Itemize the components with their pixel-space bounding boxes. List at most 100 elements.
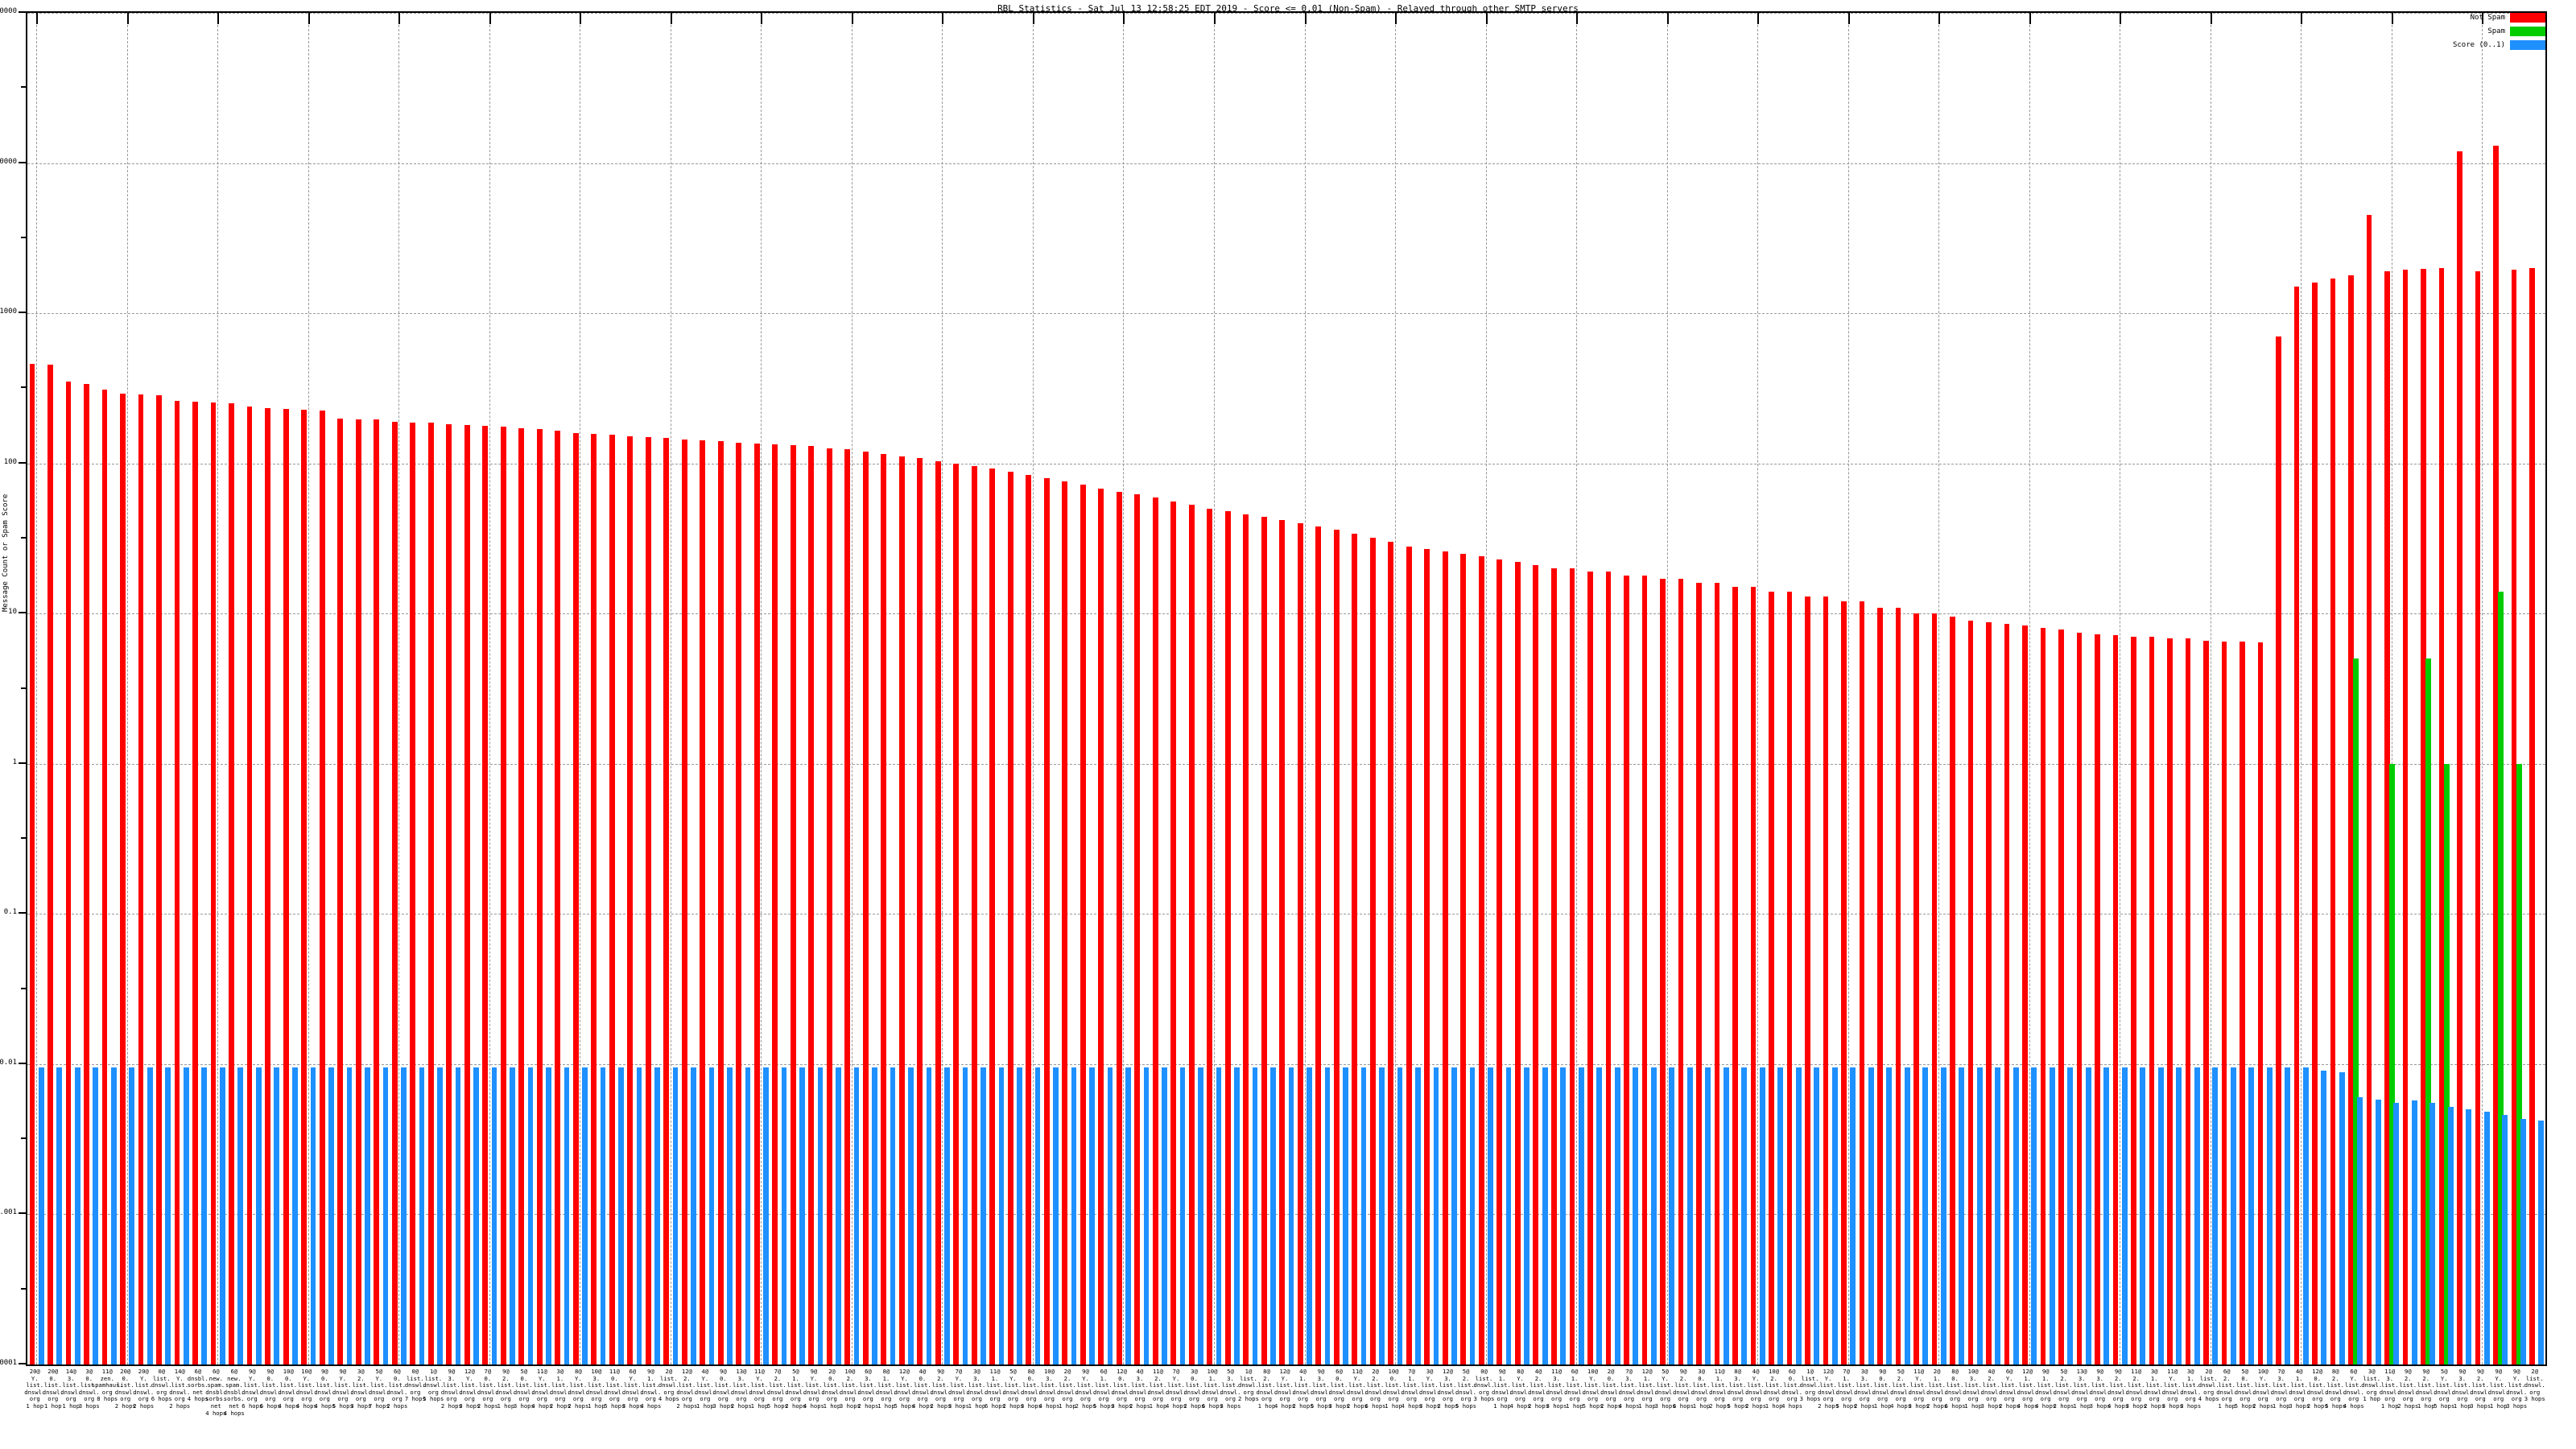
bar-score: [1560, 1067, 1566, 1364]
x-axis-tick-label: 4@ Y. list. dnswl. org 1 hop: [694, 1368, 716, 1410]
x-axis-tick-label: 7@ 1. list. dnswl. org 4 hops: [1401, 1368, 1422, 1410]
legend-label: Score (0..1): [2452, 41, 2505, 49]
bar-score: [2502, 1114, 2508, 1364]
x-axis-tick-label: 4@ 0. list. dnswl. org 4 hops: [911, 1368, 933, 1410]
bar-score: [1469, 1067, 1476, 1364]
y-axis-minor-tick: [21, 236, 26, 238]
bar-not-spam: [1660, 579, 1666, 1364]
gridline-vertical: [2482, 13, 2483, 1364]
x-axis-tick-label: 5@ 2. list. dnswl. org 2 hops: [2053, 1368, 2074, 1410]
x-axis-tick-label: 9@ 2. list. dnswl. org 2 hops: [930, 1368, 952, 1410]
bar-score: [817, 1067, 824, 1364]
bar-not-spam: [138, 394, 144, 1364]
x-axis-tick-label: 6@ dnsbl. sorbs. net 4 hops: [187, 1368, 208, 1403]
bar-score: [2194, 1067, 2200, 1364]
bar-not-spam: [645, 436, 651, 1364]
bar-score: [129, 1067, 135, 1364]
y-axis-title: Message Count or Spam Score: [2, 493, 10, 612]
bar-score: [2357, 1097, 2363, 1364]
bar-score: [473, 1067, 479, 1364]
x-axis-tick-label: 10@ 3. list. dnswl. org 4 hops: [1038, 1368, 1060, 1410]
bar-score: [1831, 1067, 1838, 1364]
bar-score: [1850, 1067, 1856, 1364]
bar-not-spam: [2112, 634, 2119, 1364]
bar-score: [2302, 1067, 2309, 1364]
bar-not-spam: [319, 410, 325, 1364]
bar-not-spam: [1786, 591, 1793, 1364]
bar-score: [2067, 1067, 2074, 1364]
x-axis-tick-label: 6@ Y. list. dnswl. org 4 hops: [2343, 1368, 2364, 1410]
x-axis-tick-label: 14@ 3. list. dnswl. org 1 hop: [60, 1368, 82, 1410]
bar-score: [564, 1067, 570, 1364]
bar-not-spam: [591, 433, 597, 1364]
bar-score: [1686, 1067, 1693, 1364]
x-axis-tick-label: 7@ 3. list. dnswl. org 4 hops: [1618, 1368, 1640, 1410]
bar-score: [56, 1067, 63, 1364]
bar-not-spam: [1062, 481, 1068, 1364]
bar-score: [382, 1067, 389, 1364]
x-axis-tick-label: 9@ 2. list. dnswl. org 3 hops: [2470, 1368, 2491, 1410]
bar-not-spam: [1369, 537, 1376, 1364]
bar-not-spam: [120, 394, 126, 1364]
bar-score: [1288, 1067, 1294, 1364]
bar-score: [2321, 1071, 2327, 1364]
legend-swatch: [2510, 40, 2545, 50]
x-axis-tick-label: 4@ 2. list. dnswl. org 2 hops: [1528, 1368, 1550, 1410]
x-axis-tick-label: 8@ 0. list. dnswl. org 3 hops: [1020, 1368, 1042, 1410]
x-axis-tick-label: 6@ 1. list. dnswl. org 1 hop: [1564, 1368, 1586, 1410]
bar-not-spam: [572, 432, 579, 1364]
y-axis-minor-tick: [21, 1287, 26, 1290]
x-axis-tick-label: 3@ 0. list. dnswl. org 2 hops: [1183, 1368, 1205, 1410]
x-axis-tick-label: 3@ Y. list. dnswl. org 3 hops: [1419, 1368, 1440, 1410]
bar-not-spam: [2475, 271, 2481, 1364]
bar-score: [890, 1067, 896, 1364]
bar-not-spam: [935, 460, 941, 1364]
bar-not-spam: [1551, 568, 1557, 1364]
bar-score: [1723, 1067, 1729, 1364]
bar-not-spam: [790, 445, 796, 1364]
bar-spam: [2498, 591, 2504, 1364]
bar-score: [618, 1067, 624, 1364]
bar-score: [600, 1067, 606, 1364]
x-axis-tick-label: 10@ 2. list. dnswl. org 3 hops: [839, 1368, 861, 1410]
bar-not-spam: [1533, 565, 1539, 1364]
bar-score: [1976, 1067, 1983, 1364]
bar-not-spam: [2257, 642, 2264, 1364]
x-axis-tick-label: 4@ 3. list. dnswl. org 2 hops: [1129, 1368, 1150, 1410]
bar-score: [2049, 1067, 2055, 1364]
bar-spam: [2443, 763, 2450, 1364]
gridline-horizontal: [27, 1214, 2545, 1216]
bar-score: [310, 1067, 316, 1364]
x-axis-tick: [670, 13, 672, 24]
bar-score: [2176, 1067, 2182, 1364]
x-axis-tick: [36, 13, 39, 24]
x-axis-tick-label: 6@ Y. list. dnswl. org 2 hops: [1999, 1368, 2021, 1410]
x-axis-tick-label: 10@ 3. list. dnswl. org 1 hop: [585, 1368, 607, 1410]
bar-score: [1071, 1067, 1077, 1364]
x-axis-tick-label: 4@ 1. list. dnswl. org 3 hops: [2289, 1368, 2310, 1410]
x-axis-tick: [489, 13, 491, 24]
bar-not-spam: [1188, 505, 1195, 1364]
bar-score: [237, 1067, 244, 1364]
x-axis-tick-label: 0@ list. dnswl. org 6 hops: [151, 1368, 172, 1403]
x-axis-tick: [1576, 13, 1579, 24]
x-axis-tick-label: 11@ Y. list. dnswl. org 3 hops: [1908, 1368, 1930, 1410]
bar-score: [2429, 1103, 2436, 1364]
gridline-vertical: [942, 13, 943, 1364]
bar-score: [527, 1067, 534, 1364]
x-axis-tick: [761, 13, 763, 24]
bar-score: [1578, 1067, 1584, 1364]
x-axis-tick-label: 1@ list. dnswl. org 2 hops: [1238, 1368, 1259, 1403]
bar-not-spam: [2312, 283, 2318, 1364]
x-axis-tick-label: 10@ 1. list. dnswl. org 6 hops: [1202, 1368, 1223, 1410]
bar-not-spam: [2493, 146, 2499, 1364]
bar-score: [1034, 1067, 1041, 1364]
bar-not-spam: [1460, 553, 1467, 1364]
bar-score: [1669, 1067, 1675, 1364]
bar-not-spam: [410, 422, 416, 1364]
bar-not-spam: [482, 425, 489, 1364]
y-axis-tick-label: 100: [3, 457, 17, 466]
x-axis-tick-label: 9@ 2. list. dnswl. org 6 hops: [1673, 1368, 1695, 1410]
chart-title: RBL Statistics - Sat Jul 13 12:58:25 EDT…: [997, 3, 1579, 14]
x-axis-tick-label: 2@ 2. list. dnswl. org 1 hop: [1056, 1368, 1078, 1410]
